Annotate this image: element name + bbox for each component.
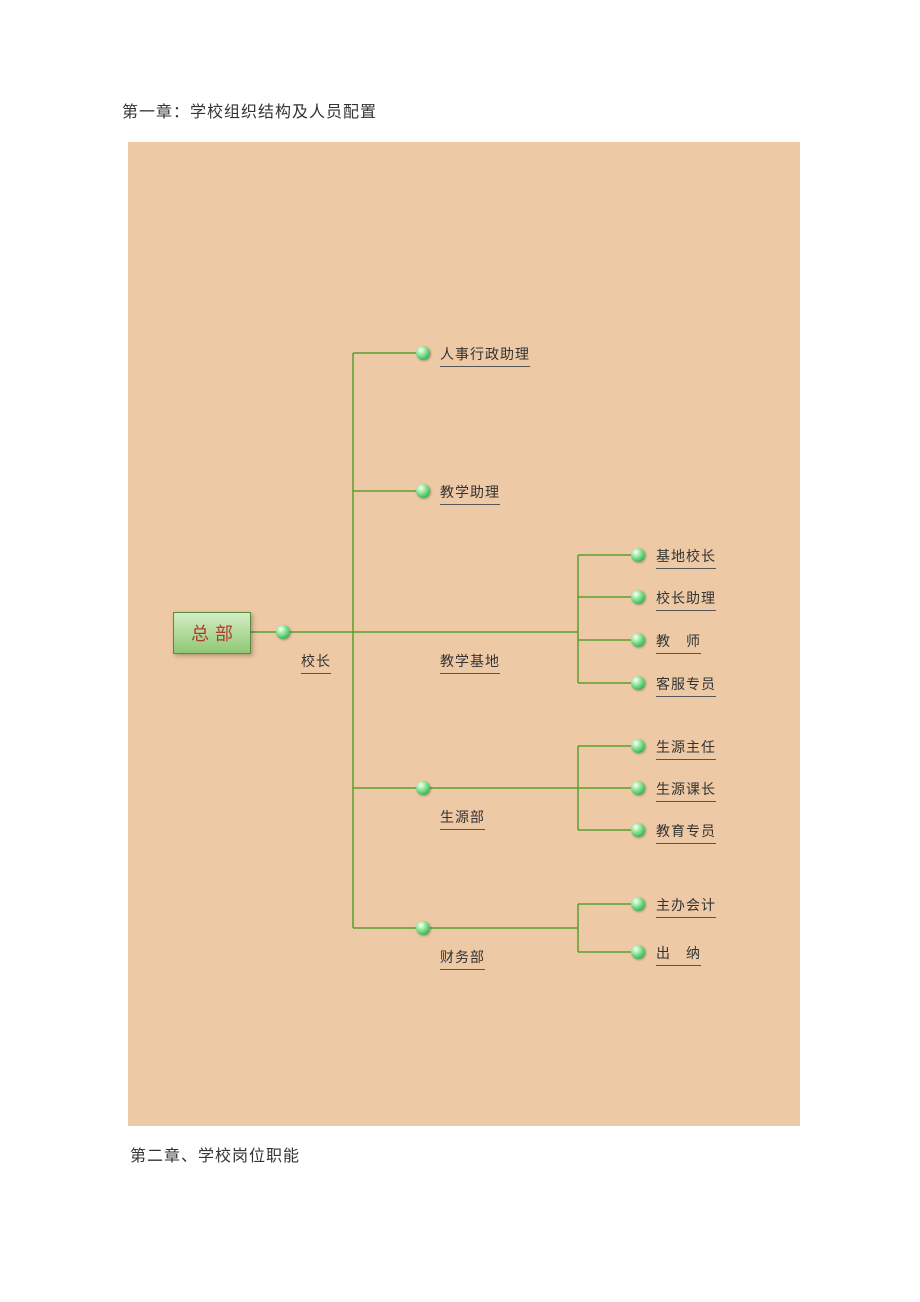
dot-hr-admin — [416, 346, 430, 360]
dot-edu-specialist — [631, 823, 645, 837]
dot-base-principal — [631, 548, 645, 562]
root-node: 总部 — [173, 612, 251, 654]
dot-source-dept — [416, 781, 430, 795]
node-cashier: 出 纳 — [656, 943, 701, 966]
node-hr-admin: 人事行政助理 — [440, 344, 530, 367]
node-src-leader: 生源课长 — [656, 779, 716, 802]
node-src-director: 生源主任 — [656, 737, 716, 760]
dot-teach-asst — [416, 484, 430, 498]
dot-cashier — [631, 945, 645, 959]
chapter1: 第一章：学校组织结构及人员配置 — [122, 98, 377, 122]
chapter2: 第二章、学校岗位职能 — [130, 1142, 300, 1166]
dot-prin-asst — [631, 590, 645, 604]
root-connector-dot — [276, 625, 290, 639]
node-teach-base: 教学基地 — [440, 651, 500, 674]
node-base-principal: 基地校长 — [656, 546, 716, 569]
node-cs-specialist: 客服专员 — [656, 674, 716, 697]
org-chart-panel: 总部校长 人事行政助理教学助理教学基地 基地校长校长助理教 师客服专员生源部 生源主任… — [128, 142, 800, 1126]
node-source-dept: 生源部 — [440, 807, 485, 830]
dot-chief-acct — [631, 897, 645, 911]
dot-src-leader — [631, 781, 645, 795]
dot-cs-specialist — [631, 676, 645, 690]
node-chief-acct: 主办会计 — [656, 895, 716, 918]
node-finance: 财务部 — [440, 947, 485, 970]
node-principal: 校长 — [301, 651, 331, 674]
node-teach-asst: 教学助理 — [440, 482, 500, 505]
dot-teacher — [631, 633, 645, 647]
node-teacher: 教 师 — [656, 631, 701, 654]
node-edu-specialist: 教育专员 — [656, 821, 716, 844]
node-prin-asst: 校长助理 — [656, 588, 716, 611]
dot-src-director — [631, 739, 645, 753]
dot-finance — [416, 921, 430, 935]
